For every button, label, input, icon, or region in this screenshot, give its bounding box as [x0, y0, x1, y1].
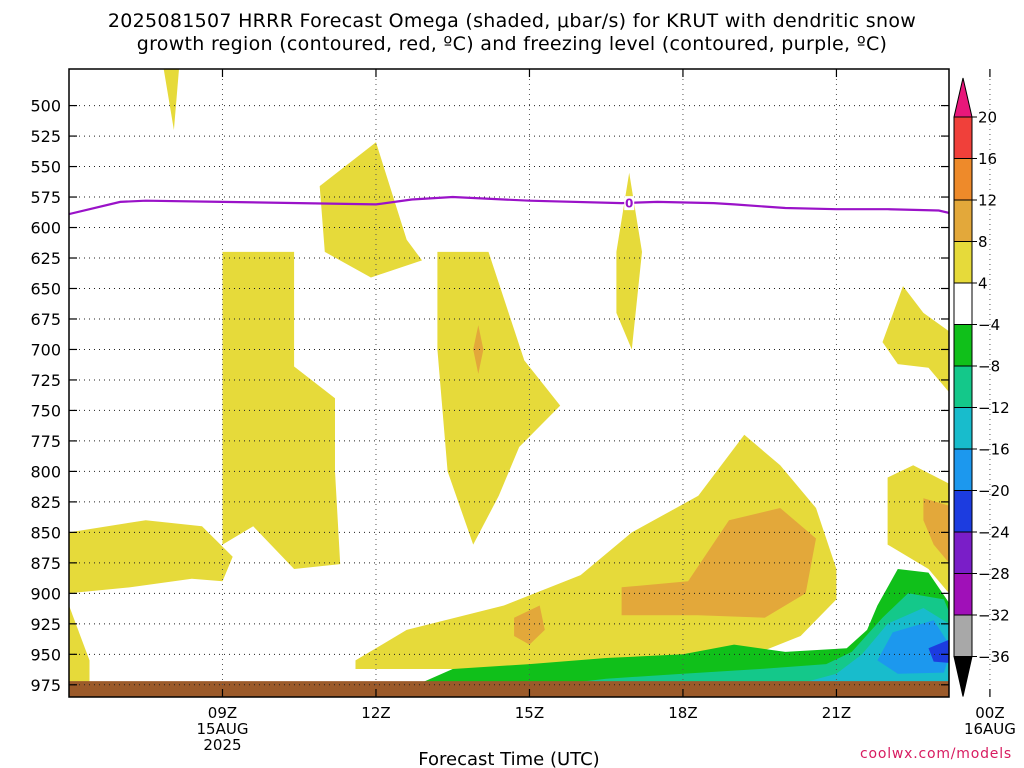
- colorbar-label-10: −24: [978, 524, 1010, 542]
- colorbar-label-0: 20: [978, 109, 997, 127]
- colorbar-label-12: −32: [978, 607, 1010, 625]
- pressure-tick-label-6: 650: [30, 279, 61, 298]
- omega-region-2: [222, 251, 341, 569]
- colorbar-bottom-arrow: [953, 656, 973, 697]
- omega-region-14: [416, 569, 949, 685]
- omega-region-18: [928, 639, 949, 663]
- plot-frame: [68, 68, 991, 698]
- pressure-tick-label-0: 500: [30, 97, 61, 116]
- colorbar-bin-5: [953, 324, 973, 367]
- colorbar-label-7: −12: [978, 399, 1010, 417]
- colorbar-bin-1: [953, 158, 973, 201]
- pressure-tick-label-13: 825: [30, 493, 61, 512]
- terrain-band: [69, 681, 949, 697]
- colorbar-label-5: −4: [978, 316, 1000, 334]
- pressure-tick-label-2: 550: [30, 158, 61, 177]
- pressure-tick-label-11: 775: [30, 432, 61, 451]
- pressure-tick-label-19: 975: [30, 676, 61, 695]
- colorbar-bin-2: [953, 199, 973, 242]
- chart-title-line-1: 2025081507 HRRR Forecast Omega (shaded, …: [107, 10, 917, 32]
- omega-region-13: [923, 498, 949, 563]
- omega-region-11: [514, 605, 545, 645]
- colorbar-label-3: 8: [978, 233, 988, 251]
- time-tick-label-5-1: 16AUG: [964, 720, 1016, 738]
- pressure-tick-label-4: 600: [30, 219, 61, 238]
- colorbar-label-8: −16: [978, 441, 1010, 459]
- time-tick-label-0-2: 2025: [203, 736, 241, 754]
- omega-region-8: [887, 465, 949, 594]
- freezing-level-layer: 0: [69, 195, 949, 216]
- omega-region-12: [621, 508, 816, 618]
- pressure-tick-label-18: 950: [30, 645, 61, 664]
- gridlines: [69, 69, 991, 697]
- time-tick-label-3-0: 18Z: [668, 704, 697, 722]
- pressure-tick-label-12: 800: [30, 462, 61, 481]
- colorbar-label-2: 12: [978, 192, 997, 210]
- time-tick-label-4-0: 21Z: [822, 704, 851, 722]
- pressure-tick-label-3: 575: [30, 188, 61, 207]
- omega-region-1: [319, 142, 422, 278]
- colorbar-top-arrow: [953, 77, 973, 118]
- colorbar-bin-8: [953, 448, 973, 491]
- plot-border: [68, 68, 950, 698]
- omega-region-17: [877, 620, 949, 674]
- pressure-tick-label-7: 675: [30, 310, 61, 329]
- pressure-tick-label-8: 700: [30, 340, 61, 359]
- source-credit: coolwx.com/models: [859, 746, 1012, 762]
- colorbar-bin-7: [953, 407, 973, 450]
- pressure-tick-label-1: 525: [30, 127, 61, 146]
- colorbar-label-13: −36: [978, 648, 1010, 666]
- pressure-tick-label-17: 925: [30, 615, 61, 634]
- colorbar-label-4: 4: [978, 275, 988, 293]
- pressure-tick-label-16: 900: [30, 584, 61, 603]
- freezing-level-line: [69, 195, 949, 216]
- pressure-tick-label-14: 850: [30, 523, 61, 542]
- omega-shading: [69, 69, 949, 697]
- colorbar-bin-4: [953, 282, 973, 325]
- colorbar-bin-12: [953, 614, 973, 657]
- x-axis-label: Forecast Time (UTC): [418, 749, 599, 768]
- colorbar-bin-0: [953, 116, 973, 159]
- time-tick-label-0-0: 09Z: [208, 704, 237, 722]
- pressure-axis: 500 525 550 575 600 625 650 675 700 725 750 775 800 8…: [30, 97, 61, 695]
- time-tick-label-5-0: 00Z: [975, 704, 1004, 722]
- omega-region-4: [616, 172, 642, 350]
- omega-region-5: [69, 520, 233, 594]
- freezing-label-backdrop: [624, 196, 635, 211]
- omega-region-15: [555, 593, 949, 685]
- terrain-surface: [69, 681, 949, 697]
- omega-region-0: [163, 69, 179, 130]
- colorbar-bin-9: [953, 490, 973, 533]
- omega-colorbar: 20 16 12 8 4 −4 −8 −12 −16 −20 −24 −28 −32 −36: [953, 77, 1010, 697]
- freezing-level-label: 0: [625, 197, 633, 211]
- time-tick-label-2-0: 15Z: [515, 704, 544, 722]
- time-tick-label-1-0: 12Z: [361, 704, 390, 722]
- omega-region-6: [69, 605, 90, 697]
- colorbar-label-11: −28: [978, 565, 1010, 583]
- colorbar-label-6: −8: [978, 358, 1000, 376]
- colorbar-bin-11: [953, 573, 973, 616]
- omega-region-3: [437, 251, 561, 545]
- colorbar-bin-3: [953, 241, 973, 284]
- time-tick-label-0-1: 15AUG: [197, 720, 249, 738]
- pressure-tick-label-15: 875: [30, 554, 61, 573]
- colorbar-label-9: −20: [978, 482, 1010, 500]
- pressure-tick-label-9: 725: [30, 371, 61, 390]
- pressure-tick-label-10: 750: [30, 401, 61, 420]
- colorbar-bin-10: [953, 531, 973, 574]
- colorbar-label-1: 16: [978, 150, 997, 168]
- colorbar-bin-6: [953, 365, 973, 408]
- omega-region-10: [473, 325, 484, 374]
- chart-title-line-2: growth region (contoured, red, ºC) and f…: [136, 33, 888, 55]
- omega-region-9: [882, 286, 949, 393]
- pressure-tick-label-5: 625: [30, 249, 61, 268]
